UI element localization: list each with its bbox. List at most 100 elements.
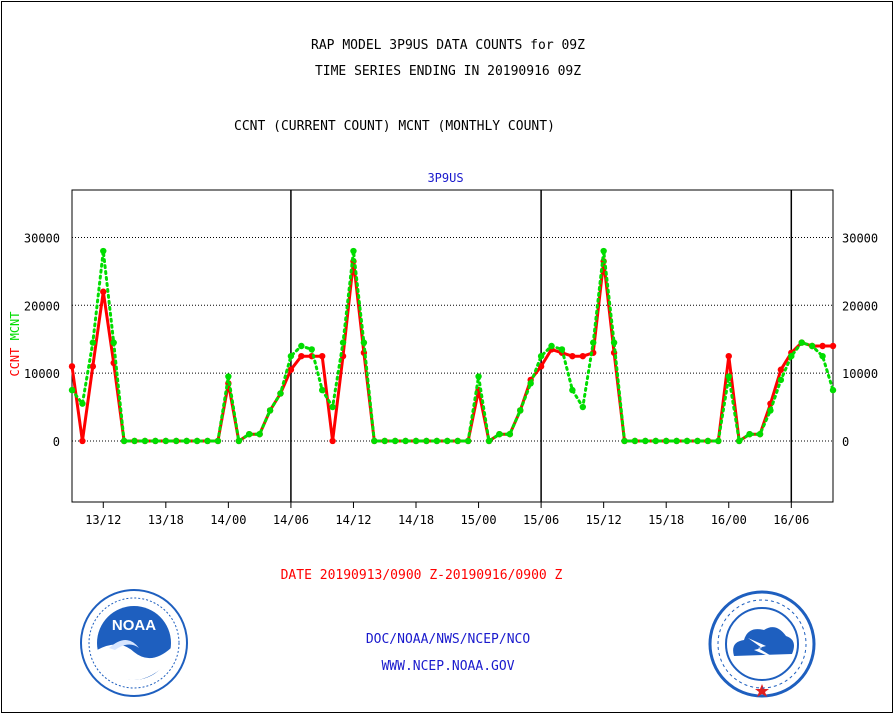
data-point-mcnt [235, 437, 242, 445]
data-point-mcnt [694, 437, 701, 445]
y-tick-label-left: 10000 [24, 367, 60, 381]
x-tick-label: 15/18 [648, 513, 684, 527]
data-point-mcnt [152, 437, 159, 445]
data-point-mcnt [110, 339, 117, 346]
series-line-mcnt [70, 249, 835, 443]
data-point-mcnt [298, 342, 305, 350]
data-point-mcnt [225, 373, 232, 380]
data-point-mcnt [777, 376, 785, 384]
x-tick-label: 13/18 [148, 513, 184, 527]
data-point-ccnt [79, 437, 86, 445]
data-point-mcnt [485, 437, 493, 445]
data-point-mcnt [120, 437, 128, 445]
data-point-mcnt [339, 339, 347, 346]
data-point-ccnt [579, 352, 587, 360]
y-axis-label: CCNT MCNT [8, 311, 22, 376]
data-point-ccnt [537, 363, 545, 370]
data-point-mcnt [444, 437, 451, 445]
data-point-mcnt [673, 437, 680, 445]
data-point-mcnt [277, 390, 284, 397]
data-point-mcnt [79, 400, 86, 407]
data-point-mcnt [318, 386, 326, 394]
data-point-mcnt [558, 346, 566, 353]
page-title: RAP MODEL 3P9US DATA COUNTS for 09Z [311, 38, 585, 53]
data-point-mcnt [131, 437, 138, 445]
data-point-mcnt [517, 407, 524, 414]
chart-title: 3P9US [427, 171, 463, 185]
data-point-ccnt [329, 437, 336, 445]
x-tick-label: 15/00 [460, 513, 496, 527]
data-point-mcnt [256, 430, 263, 438]
data-point-mcnt [715, 437, 722, 445]
y-tick-label-right: 30000 [842, 231, 878, 245]
data-point-mcnt [600, 247, 607, 255]
data-point-mcnt [537, 352, 545, 360]
data-point-mcnt [100, 247, 107, 255]
data-point-mcnt [454, 437, 461, 445]
data-point-ccnt [829, 342, 837, 350]
data-point-ccnt [725, 352, 732, 360]
data-point-mcnt [725, 373, 732, 380]
data-point-mcnt [173, 437, 180, 445]
series-description: CCNT (CURRENT COUNT) MCNT (MONTHLY COUNT… [234, 119, 555, 134]
footer-url[interactable]: WWW.NCEP.NOAA.GOV [381, 659, 515, 674]
footer-org: DOC/NOAA/NWS/NCEP/NCO [365, 632, 531, 647]
x-tick-label: 15/06 [523, 513, 559, 527]
y-tick-label-right: 10000 [842, 367, 878, 381]
data-point-mcnt [829, 386, 837, 394]
data-point-mcnt [464, 437, 472, 445]
data-point-mcnt [412, 437, 420, 445]
data-point-mcnt [68, 386, 76, 394]
data-point-mcnt [579, 403, 587, 411]
data-point-mcnt [162, 437, 170, 445]
y-tick-label-left: 20000 [24, 299, 60, 313]
page-subtitle: TIME SERIES ENDING IN 20190916 09Z [314, 64, 582, 79]
data-point-mcnt [819, 352, 826, 360]
data-point-ccnt [569, 352, 576, 360]
data-point-mcnt [788, 352, 795, 360]
data-point-ccnt [777, 366, 785, 373]
data-point-mcnt [402, 437, 409, 445]
data-point-mcnt [391, 437, 399, 445]
data-point-mcnt [631, 437, 639, 445]
x-tick-label: 14/12 [335, 513, 371, 527]
data-point-mcnt [214, 437, 222, 445]
x-tick-label: 13/12 [85, 513, 121, 527]
y-tick-label-right: 0 [842, 435, 849, 449]
data-point-ccnt [68, 363, 76, 370]
data-point-mcnt [569, 386, 576, 394]
data-point-mcnt [193, 437, 201, 445]
data-point-mcnt [433, 437, 441, 445]
x-tick-label: 16/00 [711, 513, 747, 527]
svg-text:NOAA: NOAA [112, 617, 156, 634]
data-point-mcnt [423, 437, 430, 445]
nws-logo [708, 590, 816, 698]
series-line-ccnt [70, 259, 833, 443]
data-point-mcnt [329, 403, 336, 411]
data-point-mcnt [141, 437, 149, 445]
data-point-ccnt [298, 352, 305, 360]
data-point-mcnt [663, 437, 670, 445]
data-point-mcnt [683, 437, 691, 445]
data-point-mcnt [610, 339, 618, 346]
data-point-mcnt [652, 437, 659, 445]
data-point-mcnt [506, 430, 514, 438]
y-tick-label-left: 30000 [24, 231, 60, 245]
x-tick-label: 14/00 [210, 513, 246, 527]
data-point-mcnt [527, 380, 534, 387]
data-point-mcnt [89, 339, 97, 346]
y-axis-label-mcnt: MCNT [8, 311, 22, 340]
data-point-mcnt [621, 437, 628, 445]
x-tick-label: 14/06 [273, 513, 309, 527]
y-tick-label-right: 20000 [842, 299, 878, 313]
data-point-mcnt [360, 339, 368, 346]
data-point-mcnt [381, 437, 388, 445]
data-point-mcnt [704, 437, 712, 445]
data-point-ccnt [819, 342, 826, 350]
data-point-ccnt [287, 366, 295, 373]
y-tick-label-left: 0 [53, 435, 60, 449]
x-axis-label: DATE 20190913/0900 Z-20190916/0900 Z [281, 568, 563, 583]
data-point-mcnt [475, 373, 482, 380]
